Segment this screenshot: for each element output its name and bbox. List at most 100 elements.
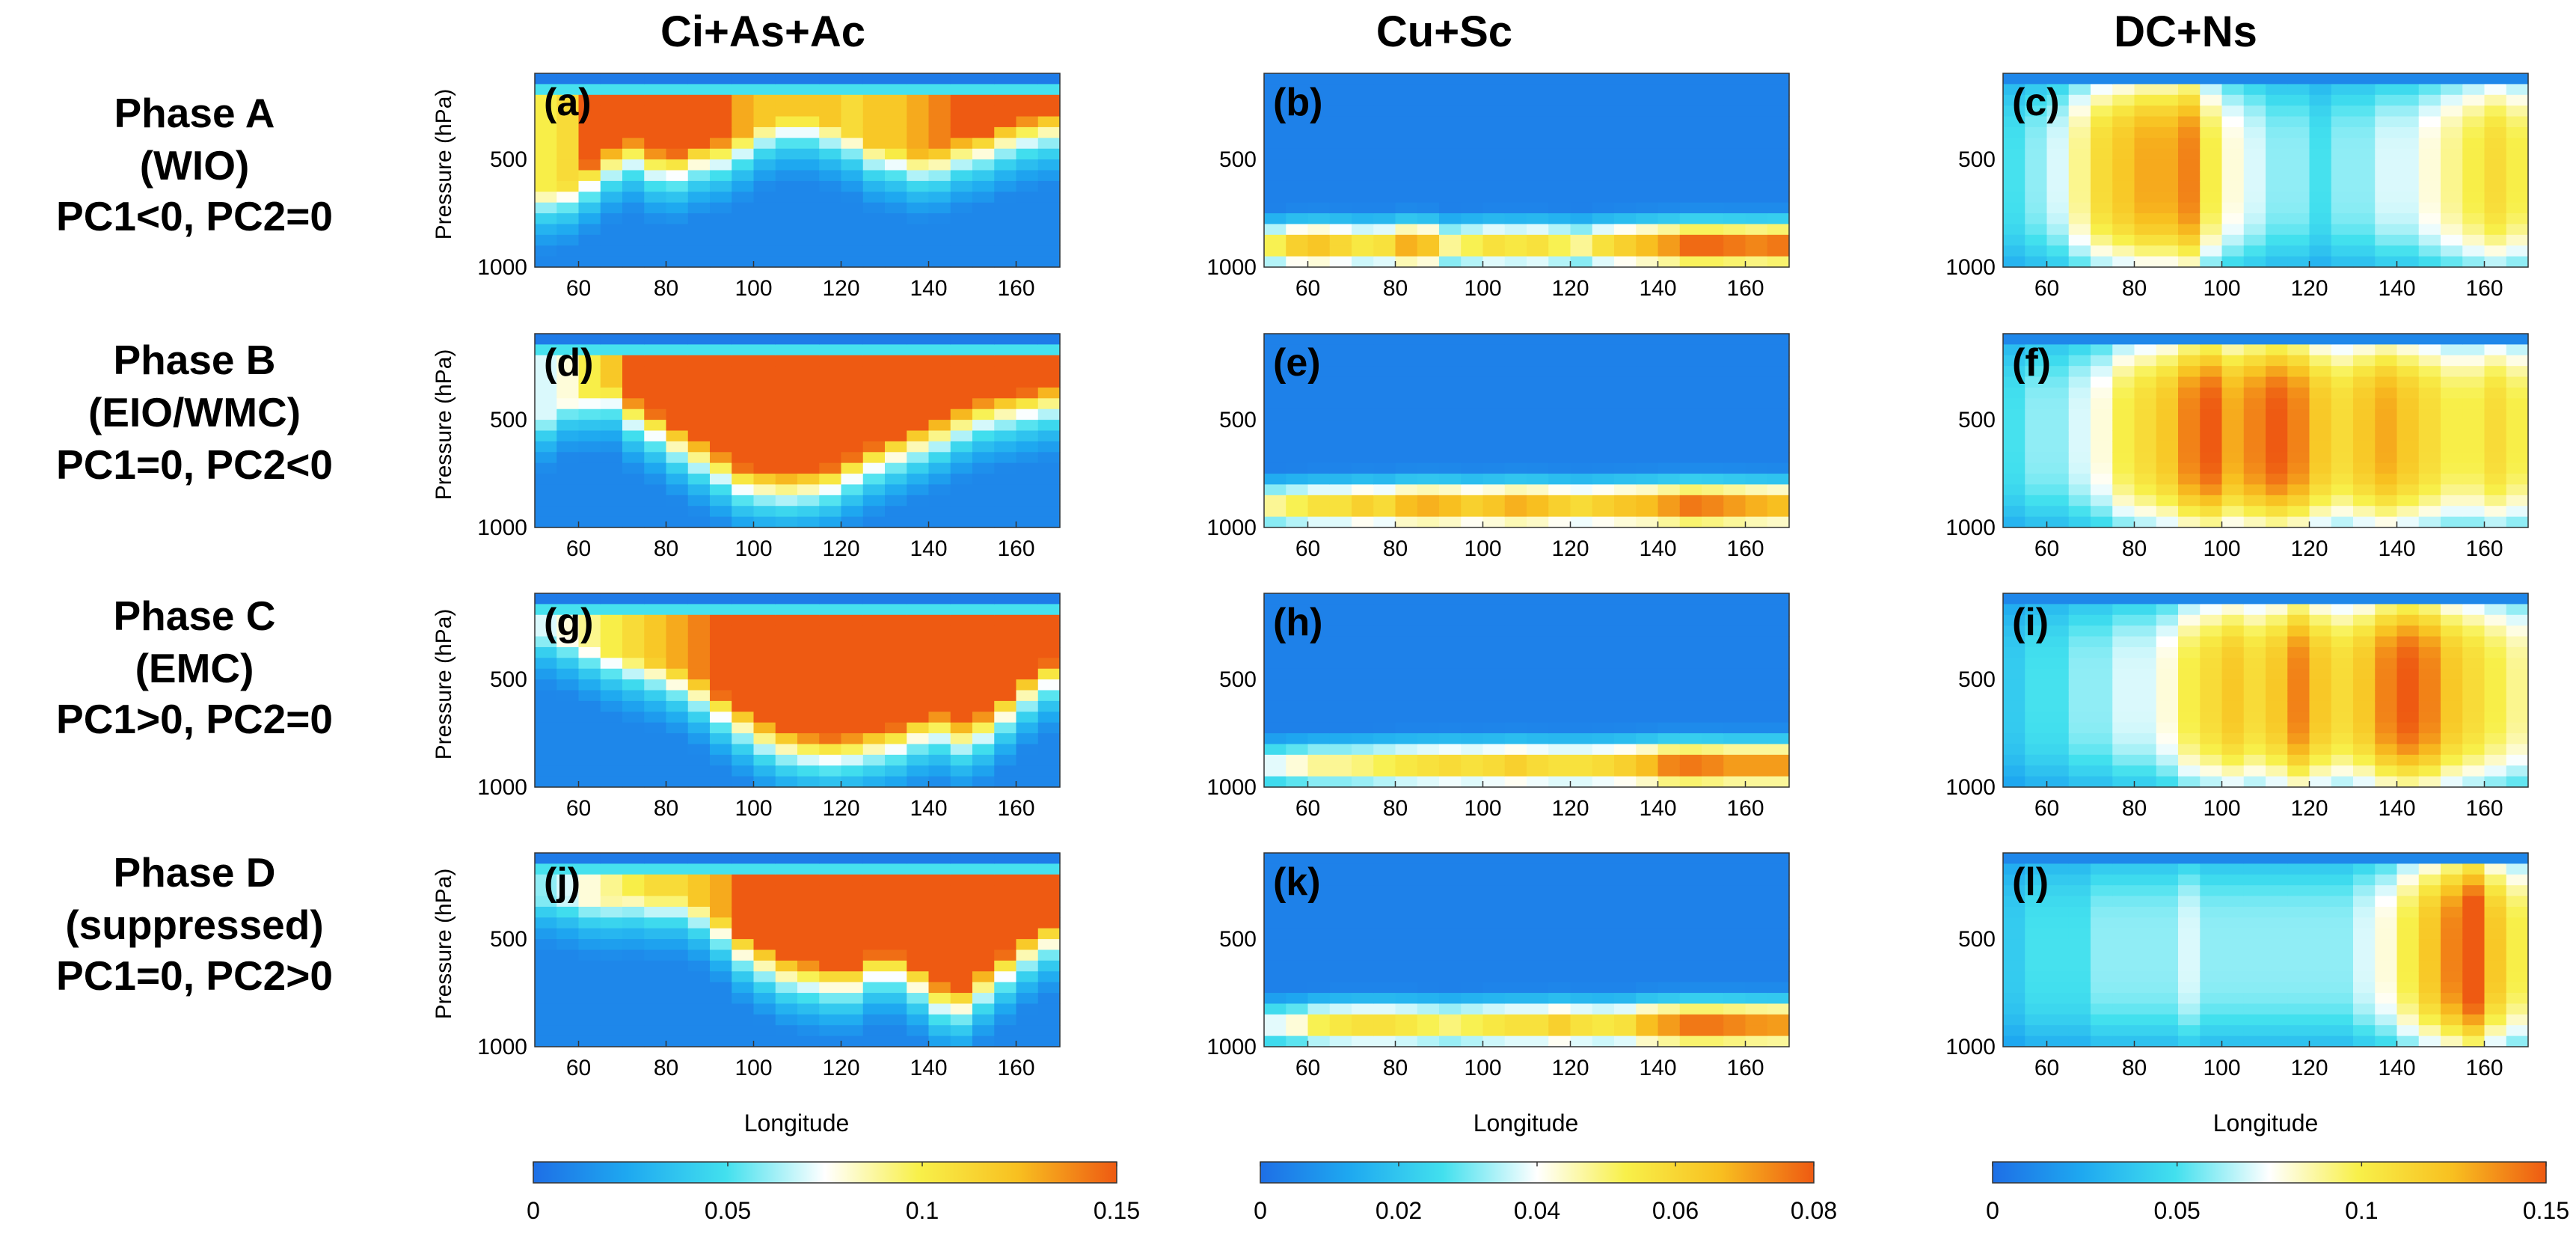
heatmap-cell <box>2441 234 2463 246</box>
heatmap-cell <box>687 636 711 648</box>
heatmap-cell <box>994 387 1017 399</box>
heatmap-cell <box>1504 126 1527 138</box>
heatmap-cell <box>1679 148 1702 160</box>
heatmap-cell <box>1504 224 1527 236</box>
heatmap-cell <box>1286 84 1309 96</box>
heatmap-cell <box>1570 668 1593 680</box>
heatmap-cell <box>1657 441 1681 453</box>
heatmap-cell <box>622 863 645 875</box>
heatmap-cell <box>1745 885 1768 897</box>
heatmap-cell <box>1482 744 1506 756</box>
heatmap-cell <box>1767 452 1790 464</box>
heatmap-cell <box>1592 462 1615 474</box>
heatmap-cell <box>578 430 601 442</box>
heatmap-cell <box>535 993 557 1005</box>
heatmap-cell <box>907 441 930 453</box>
heatmap-cell <box>1439 148 1462 160</box>
heatmap-cell <box>1352 754 1374 766</box>
heatmap-cell <box>2418 387 2441 399</box>
heatmap-cell <box>753 148 776 160</box>
heatmap-cell <box>797 853 820 864</box>
heatmap-cell <box>578 355 601 367</box>
heatmap-cell <box>2134 604 2157 616</box>
heatmap-cell <box>862 679 886 691</box>
heatmap-cell <box>710 420 732 432</box>
heatmap-cells <box>1264 593 1790 788</box>
heatmap-cell <box>622 949 645 961</box>
heatmap-cell <box>994 754 1017 766</box>
heatmap-cell <box>600 105 623 117</box>
heatmap-cell <box>1016 506 1039 518</box>
heatmap-cell <box>1767 776 1790 788</box>
heatmap-cell <box>535 105 557 117</box>
heatmap-cell <box>1307 885 1331 897</box>
heatmap-cell <box>885 733 907 745</box>
heatmap-cell <box>775 159 798 171</box>
heatmap-cell <box>753 733 776 745</box>
heatmap-cell <box>907 105 930 117</box>
heatmap-cell <box>600 474 623 486</box>
heatmap-cell <box>775 256 798 268</box>
heatmap-cell <box>1570 853 1593 864</box>
heatmap-cell <box>1745 409 1768 420</box>
heatmap-cell <box>666 202 689 214</box>
heatmap-cell <box>994 234 1017 246</box>
heatmap-cell <box>2375 441 2398 453</box>
heatmap-cell <box>1723 126 1747 138</box>
heatmap-cell <box>1264 126 1287 138</box>
heatmap-cell <box>535 1003 557 1015</box>
heatmap-cell <box>1745 1035 1768 1047</box>
heatmap-cell <box>862 1025 886 1037</box>
heatmap-cell <box>2243 245 2266 257</box>
heatmap-cell <box>1592 192 1615 204</box>
heatmap-cell <box>2243 462 2266 474</box>
heatmap-cell <box>710 744 732 756</box>
heatmap-cell <box>687 754 711 766</box>
heatmap-cell <box>666 94 689 106</box>
heatmap-cell <box>2200 604 2223 616</box>
heatmap-cell <box>1548 646 1571 658</box>
heatmap-cell <box>753 495 776 507</box>
heatmap-cell <box>732 73 755 85</box>
heatmap-cell <box>1636 754 1659 766</box>
heatmap-cell <box>666 116 689 128</box>
heatmap-cell <box>950 420 973 432</box>
heatmap-cell <box>1745 180 1768 192</box>
heatmap-cell <box>1657 213 1681 225</box>
heatmap-cell <box>2068 754 2091 766</box>
heatmap-cell <box>2418 636 2441 648</box>
heatmap-cell <box>556 495 580 507</box>
heatmap-cell <box>666 105 689 117</box>
heatmap-cell <box>1570 192 1593 204</box>
heatmap-cell <box>2287 474 2310 486</box>
heatmap-cell <box>1439 604 1462 616</box>
heatmap-cell <box>1016 712 1039 723</box>
heatmap-cell <box>2200 398 2223 410</box>
heatmap-cell <box>775 776 798 788</box>
heatmap-cell <box>1527 960 1549 972</box>
heatmap-cell <box>2484 73 2507 85</box>
heatmap-cell <box>2156 366 2179 378</box>
heatmap-cell <box>1723 625 1747 637</box>
heatmap-cell <box>797 733 820 745</box>
heatmap-cell <box>1592 84 1615 96</box>
heatmap-cell <box>1417 712 1440 723</box>
heatmap-cell <box>1482 516 1506 528</box>
heatmap-cell <box>819 192 842 204</box>
heatmap-cell <box>2046 604 2070 616</box>
heatmap-cell <box>1329 441 1352 453</box>
row-label-region-d: (suppressed) <box>65 902 323 948</box>
heatmap-cell <box>2068 256 2091 268</box>
heatmap-cell <box>2221 430 2245 442</box>
heatmap-cell <box>928 679 951 691</box>
heatmap-cell <box>2091 754 2113 766</box>
heatmap-cell <box>1461 94 1484 106</box>
heatmap-cell <box>2091 409 2113 420</box>
heatmap-cell <box>1482 776 1506 788</box>
heatmap-cell <box>710 636 732 648</box>
heatmap-cell <box>1702 170 1724 182</box>
heatmap-cell <box>710 722 732 734</box>
heatmap-cell <box>644 593 667 605</box>
x-tick-label: 160 <box>2465 796 2503 821</box>
